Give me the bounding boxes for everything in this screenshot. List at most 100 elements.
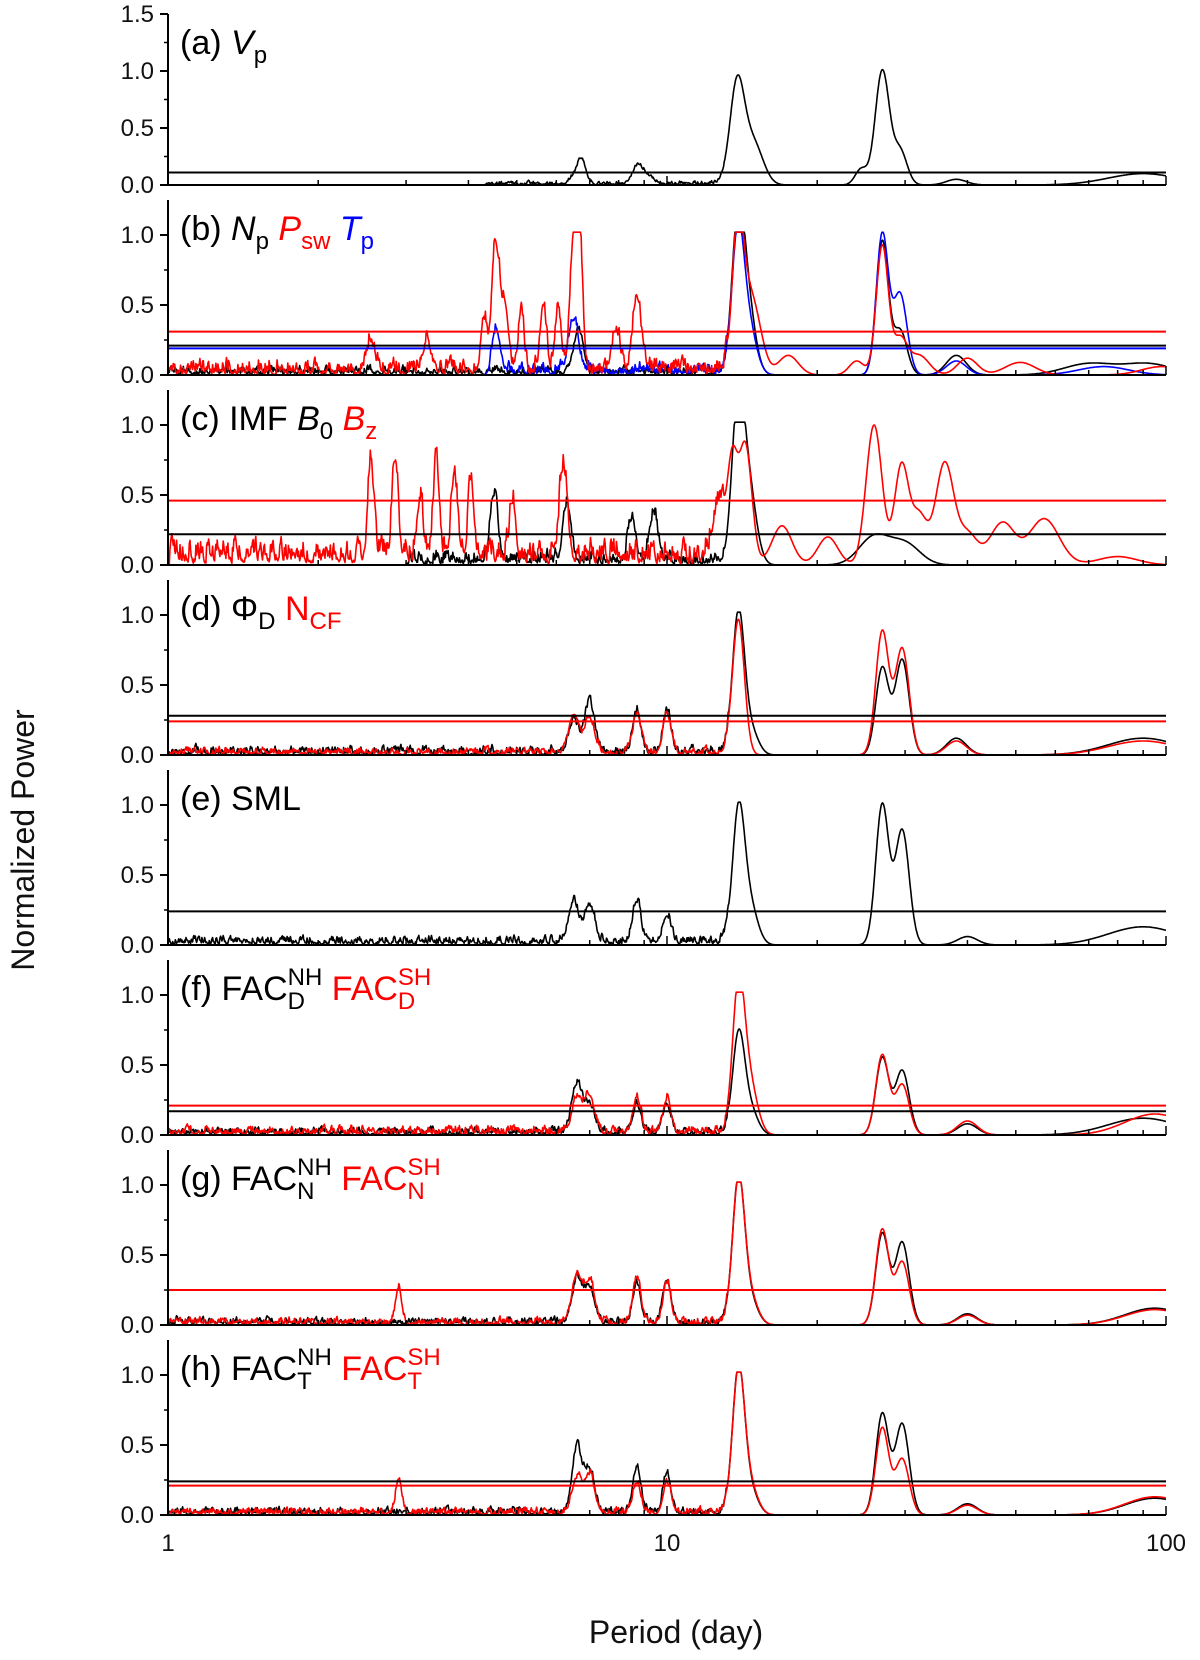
panel-label-h: (h) FACTNH FACTSH bbox=[180, 1344, 441, 1395]
panel-label-part: (d) Φ bbox=[180, 590, 258, 628]
panel-label-part: FAC bbox=[332, 970, 398, 1008]
panel-label-part: (e) SML bbox=[180, 780, 301, 818]
panel-label-part: z bbox=[365, 418, 377, 445]
series-line-b-blue bbox=[168, 231, 1166, 375]
y-tick-label-e: 0.5 bbox=[121, 862, 154, 889]
panel-label-part: NH bbox=[297, 1154, 332, 1181]
panel-label-part bbox=[332, 1350, 341, 1388]
y-tick-label-f: 0.5 bbox=[121, 1052, 154, 1079]
panel-label-part: NH bbox=[288, 964, 323, 991]
panel-label-part: T bbox=[407, 1368, 422, 1395]
y-tick-label-g: 0.0 bbox=[121, 1312, 154, 1339]
panel-label-part: N bbox=[407, 1178, 424, 1205]
panel-e: 0.0 0.5 1.0 (e) SML bbox=[121, 770, 1167, 959]
panel-label-part: SH bbox=[407, 1344, 440, 1371]
panel-label-part bbox=[322, 970, 331, 1008]
panels: 0.0 0.5 1.0 1.5 (a) Vp 0.0 0.5 1.0 (b) Np Psw Tp… bbox=[121, 1, 1167, 1529]
panel-label-part: T bbox=[297, 1368, 312, 1395]
panel-h: 0.00.51.0 (h) FACTNH FACTSH bbox=[121, 1340, 1167, 1529]
y-tick-label-a: 0.0 bbox=[121, 172, 154, 199]
panel-label-part: FAC bbox=[341, 1350, 407, 1388]
panel-label-part bbox=[269, 210, 278, 248]
panel-label-b: (b) Np Psw Tp bbox=[180, 210, 374, 255]
panel-label-part: (h) FAC bbox=[180, 1350, 297, 1388]
panel-g: 0.00.51.0 (g) FACNNH FACNSH bbox=[121, 1150, 1167, 1339]
panel-label-part bbox=[330, 210, 339, 248]
panel-label-part bbox=[275, 590, 284, 628]
y-tick-label-f: 0.0 bbox=[121, 1122, 154, 1149]
y-tick-label-g: 0.5 bbox=[121, 1242, 154, 1269]
panel-label-part bbox=[332, 1160, 341, 1198]
panel-label-part: SH bbox=[398, 964, 431, 991]
x-tick-label: 100 bbox=[1146, 1530, 1186, 1557]
x-tick-label: 1 bbox=[161, 1530, 174, 1557]
series-line-g-black bbox=[168, 1181, 1166, 1325]
y-tick-label-b: 1.0 bbox=[121, 222, 154, 249]
panel-label-part: B bbox=[343, 400, 366, 438]
y-tick-label-a: 0.5 bbox=[121, 115, 154, 142]
panel-label-part: D bbox=[288, 988, 305, 1015]
y-tick-label-d: 0.0 bbox=[121, 742, 154, 769]
panel-label-part: p bbox=[254, 42, 267, 69]
y-tick-label-c: 0.5 bbox=[121, 482, 154, 509]
y-tick-label-e: 1.0 bbox=[121, 792, 154, 819]
series-line-e-black bbox=[168, 801, 1166, 945]
panel-label-part: N bbox=[231, 210, 256, 248]
y-tick-label-h: 1.0 bbox=[121, 1362, 154, 1389]
panel-label-a: (a) Vp bbox=[180, 24, 267, 69]
panel-label-part: (c) IMF bbox=[180, 400, 297, 438]
x-tick-label: 10 bbox=[654, 1530, 681, 1557]
series-line-d-red bbox=[168, 618, 1166, 755]
panel-label-part: N bbox=[297, 1178, 314, 1205]
panel-b: 0.0 0.5 1.0 (b) Np Psw Tp bbox=[121, 200, 1167, 389]
y-axis-title: Normalized Power bbox=[5, 709, 41, 971]
panel-label-f: (f) FACDNH FACDSH bbox=[180, 964, 431, 1015]
y-tick-label-b: 0.5 bbox=[121, 292, 154, 319]
y-tick-label-c: 0.0 bbox=[121, 552, 154, 579]
series-line-a-black bbox=[168, 68, 1166, 185]
y-tick-label-d: 0.5 bbox=[121, 672, 154, 699]
series-line-f-red bbox=[168, 991, 1166, 1135]
panel-label-c: (c) IMF B0 Bz bbox=[180, 400, 377, 445]
panel-d: 0.0 0.5 1.0 (d) ΦD NCF bbox=[121, 580, 1167, 769]
panel-label-part: B bbox=[297, 400, 320, 438]
panel-label-part: T bbox=[340, 210, 363, 248]
y-tick-label-e: 0.0 bbox=[121, 932, 154, 959]
x-axis-title: Period (day) bbox=[589, 1614, 763, 1650]
panel-a: 0.0 0.5 1.0 1.5 (a) Vp bbox=[121, 1, 1167, 199]
panel-f: 0.0 0.5 1.0 (f) FACDNH FACDSH bbox=[121, 960, 1167, 1149]
panel-label-part: (g) FAC bbox=[180, 1160, 297, 1198]
series-line-h-black bbox=[168, 1371, 1166, 1515]
panel-c: 0.0 0.5 1.0 (c) IMF B0 Bz bbox=[121, 390, 1167, 579]
panel-label-part: NH bbox=[297, 1344, 332, 1371]
x-axis-ticks: 1 10 100 bbox=[161, 1530, 1186, 1557]
panel-label-part: D bbox=[258, 608, 275, 635]
y-tick-label-d: 1.0 bbox=[121, 602, 154, 629]
panel-label-g: (g) FACNNH FACNSH bbox=[180, 1154, 441, 1205]
panel-label-e: (e) SML bbox=[180, 780, 301, 818]
series-line-c-black bbox=[168, 421, 1166, 565]
panel-label-part: V bbox=[231, 24, 257, 62]
y-tick-label-g: 1.0 bbox=[121, 1172, 154, 1199]
series-line-c-red bbox=[168, 424, 1166, 565]
panel-label-part: (b) bbox=[180, 210, 231, 248]
panel-label-part: 0 bbox=[320, 418, 333, 445]
y-tick-label-f: 1.0 bbox=[121, 982, 154, 1009]
y-tick-label-h: 0.5 bbox=[121, 1432, 154, 1459]
panel-label-part: p bbox=[361, 228, 374, 255]
panel-label-part bbox=[333, 400, 342, 438]
y-tick-label-a: 1.5 bbox=[121, 1, 154, 28]
series-line-f-black bbox=[168, 1028, 1166, 1135]
y-tick-label-c: 1.0 bbox=[121, 412, 154, 439]
panel-label-part: CF bbox=[310, 608, 342, 635]
panel-label-part: D bbox=[398, 988, 415, 1015]
panel-label-part: N bbox=[285, 590, 310, 628]
panel-label-part: p bbox=[256, 228, 269, 255]
panel-label-part: FAC bbox=[341, 1160, 407, 1198]
series-line-h-red bbox=[168, 1371, 1166, 1515]
series-line-g-red bbox=[168, 1181, 1166, 1325]
panel-label-part: SH bbox=[407, 1154, 440, 1181]
y-tick-label-a: 1.0 bbox=[121, 58, 154, 85]
panel-label-d: (d) ΦD NCF bbox=[180, 590, 342, 635]
